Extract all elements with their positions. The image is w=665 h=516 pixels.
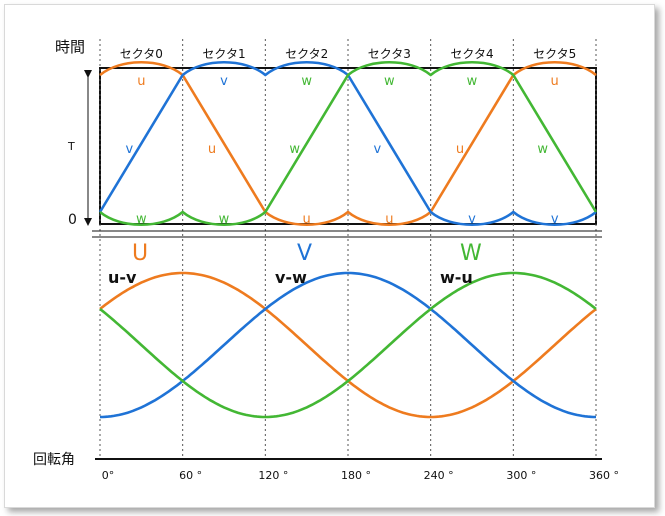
angle-tick-label: 360 ° <box>589 469 619 482</box>
timing-curve-label: u <box>456 142 464 157</box>
sector-label: セクタ3 <box>368 47 411 61</box>
timing-curve-label: v <box>373 142 381 157</box>
line-voltage-curves <box>99 271 597 419</box>
sector-timing-diagram: セクタ0 セクタ1 セクタ2 セクタ3 セクタ4 セクタ5 u v w w w uv u w v u ww w u… <box>33 38 619 482</box>
angle-tick-label: 180 ° <box>341 469 371 482</box>
time-T-label: T <box>67 140 75 153</box>
timing-curve-label: v <box>220 74 228 89</box>
sine-curve-w-u <box>99 271 597 419</box>
angle-tick-label: 300 ° <box>506 469 536 482</box>
timing-curve-label: u <box>208 142 216 157</box>
sector-label: セクタ4 <box>450 47 493 61</box>
angle-tick-labels: 0° 60 ° 120 ° 180 ° 240 ° 300 ° 360 ° <box>102 469 619 482</box>
timing-curve-label: u <box>303 212 311 227</box>
timing-curve-label: u <box>551 74 559 89</box>
timing-curve-label: w <box>219 212 230 227</box>
timing-curve-labels: u v w w w u v u w v u w w w u u v v <box>125 74 558 227</box>
timing-curve-label: w <box>136 212 147 227</box>
timing-curve-label: w <box>467 74 478 89</box>
phase-label-W: W <box>460 241 482 266</box>
series-label-v-w: v-w <box>275 268 307 287</box>
phase-label-V: V <box>297 241 312 266</box>
timing-curve-label: v <box>125 142 133 157</box>
phase-label-U: U <box>132 241 148 266</box>
time-axis-label: 時間 <box>55 38 85 56</box>
timing-curve-label: v <box>551 212 559 227</box>
timing-curve-w <box>99 60 598 227</box>
sector-labels: セクタ0 セクタ1 セクタ2 セクタ3 セクタ4 セクタ5 <box>120 47 576 61</box>
timing-curves <box>98 60 598 227</box>
timing-curve-u <box>99 60 597 227</box>
timing-curve-label: u <box>137 74 145 89</box>
series-label-w-u: w-u <box>440 268 473 287</box>
angle-tick-label: 60 ° <box>179 469 202 482</box>
angle-tick-label: 240 ° <box>424 469 454 482</box>
sector-label: セクタ1 <box>202 47 245 61</box>
timing-curve-label: u <box>385 212 393 227</box>
series-label-u-v: u-v <box>108 268 137 287</box>
timing-curve-label: v <box>468 212 476 227</box>
angle-axis-label: 回転角 <box>33 452 75 468</box>
time-zero-label: 0 <box>68 212 77 228</box>
sector-label: セクタ2 <box>285 47 328 61</box>
timing-curve-label: w <box>301 74 312 89</box>
sector-label: セクタ5 <box>533 47 576 61</box>
angle-tick-label: 0° <box>102 469 115 482</box>
timing-curve-label: w <box>384 74 395 89</box>
sector-dividers <box>99 39 597 457</box>
angle-tick-label: 120 ° <box>258 469 288 482</box>
timing-curve-label: w <box>289 142 300 157</box>
timing-curve-label: w <box>537 142 548 157</box>
sector-label: セクタ0 <box>120 47 163 61</box>
